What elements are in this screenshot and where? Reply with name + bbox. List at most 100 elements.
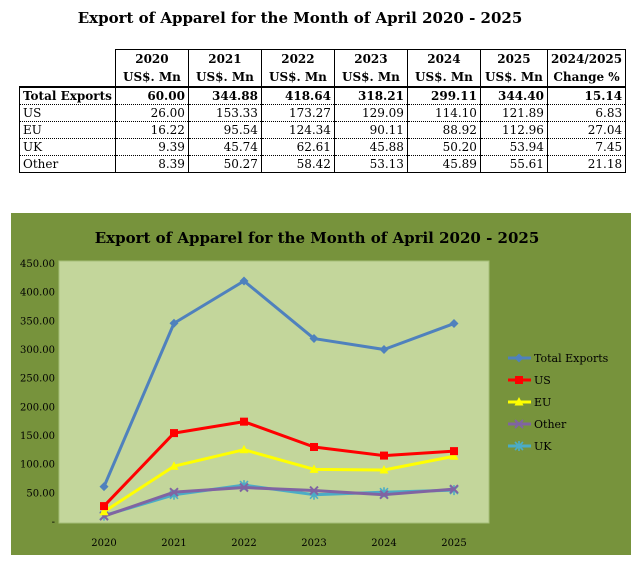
header-year: 2025 bbox=[479, 49, 548, 68]
x-tick-label: 2023 bbox=[301, 538, 326, 549]
table-cell: 418.64 bbox=[260, 87, 335, 105]
header-blank bbox=[19, 68, 116, 88]
series-eu bbox=[99, 444, 459, 516]
data-point bbox=[310, 442, 318, 451]
table-row: UK 9.39 45.74 62.61 45.88 50.20 53.94 7.… bbox=[19, 138, 627, 156]
table-cell: 129.09 bbox=[333, 104, 408, 122]
header-unit: US$. Mn bbox=[479, 68, 548, 88]
data-point bbox=[379, 345, 389, 355]
header-unit: US$. Mn bbox=[187, 68, 262, 88]
row-label: EU bbox=[19, 121, 116, 139]
page-title: Export of Apparel for the Month of April… bbox=[77, 9, 523, 27]
legend-label: Other bbox=[534, 418, 567, 431]
table-cell: 344.40 bbox=[479, 87, 548, 105]
table-cell: 45.88 bbox=[333, 138, 408, 156]
y-tick-label: - bbox=[52, 517, 55, 528]
legend-item: US bbox=[508, 374, 551, 387]
series-other bbox=[99, 482, 459, 521]
series-line bbox=[103, 486, 455, 518]
chart-title: Export of Apparel for the Month of April… bbox=[95, 229, 540, 247]
y-tick-label: 300.00 bbox=[20, 345, 55, 356]
series-line bbox=[103, 448, 455, 513]
table-cell: 6.83 bbox=[546, 104, 627, 122]
header-unit: US$. Mn bbox=[406, 68, 481, 88]
header-unit: Change % bbox=[546, 68, 627, 88]
table-cell: 9.39 bbox=[114, 138, 189, 156]
series-total-exports bbox=[99, 276, 459, 492]
table-cell: 153.33 bbox=[187, 104, 262, 122]
table-cell: 45.74 bbox=[187, 138, 262, 156]
axis-layer: - 50.00 100.00 150.00 200.00 250.00 300.00 350.… bbox=[20, 259, 467, 549]
data-point bbox=[239, 482, 249, 493]
x-tick-label: 2022 bbox=[231, 538, 256, 549]
data-point bbox=[100, 502, 108, 511]
table-cell: 318.21 bbox=[333, 87, 408, 105]
x-tick-label: 2024 bbox=[371, 538, 396, 549]
data-point bbox=[99, 482, 109, 492]
series-line bbox=[102, 420, 455, 508]
table-cell: 114.10 bbox=[406, 104, 481, 122]
table-cell: 7.45 bbox=[546, 138, 627, 156]
table-cell: 27.04 bbox=[546, 121, 627, 139]
series-us bbox=[100, 417, 458, 511]
x-tick-label: 2020 bbox=[91, 538, 116, 549]
data-point bbox=[514, 353, 524, 363]
data-point bbox=[169, 461, 179, 470]
data-point bbox=[449, 319, 459, 329]
data-point bbox=[514, 419, 524, 429]
header-blank bbox=[19, 49, 116, 68]
header-year: 2024 bbox=[406, 49, 481, 68]
table-row: Other 8.39 50.27 58.42 53.13 45.89 55.61… bbox=[19, 155, 627, 173]
data-point bbox=[514, 397, 524, 406]
table-row: US 26.00 153.33 173.27 129.09 114.10 121… bbox=[19, 104, 627, 122]
header-year: 2020 bbox=[114, 49, 189, 68]
table-cell: 62.61 bbox=[260, 138, 335, 156]
table-row: EU 16.22 95.54 124.34 90.11 88.92 112.96… bbox=[19, 121, 627, 139]
table-cell: 121.89 bbox=[479, 104, 548, 122]
row-label: Total Exports bbox=[19, 87, 116, 105]
data-point bbox=[239, 444, 249, 454]
data-point bbox=[309, 485, 319, 496]
data-point bbox=[240, 417, 248, 426]
header-unit: US$. Mn bbox=[333, 68, 408, 88]
legend-item: Other bbox=[508, 418, 567, 431]
x-tick-label: 2021 bbox=[161, 538, 186, 549]
table-cell: 58.42 bbox=[260, 155, 335, 173]
legend-item: EU bbox=[508, 396, 551, 409]
table-cell: 21.18 bbox=[546, 155, 627, 173]
data-point bbox=[514, 441, 524, 451]
table-cell: 60.00 bbox=[114, 87, 189, 105]
table-cell: 173.27 bbox=[260, 104, 335, 122]
chart-legend: Total Exports US EU Other UK bbox=[508, 352, 609, 453]
table-cell: 90.11 bbox=[333, 121, 408, 139]
table-cell: 15.14 bbox=[546, 87, 627, 105]
table-cell: 16.22 bbox=[114, 121, 189, 139]
table-cell: 88.92 bbox=[406, 121, 481, 139]
table-header-units: US$. Mn US$. Mn US$. Mn US$. Mn US$. Mn … bbox=[19, 68, 627, 88]
header-unit: US$. Mn bbox=[114, 68, 189, 88]
table-cell: 50.27 bbox=[187, 155, 262, 173]
legend-label: US bbox=[534, 374, 551, 387]
header-year: 2021 bbox=[187, 49, 262, 68]
data-point bbox=[169, 318, 179, 328]
row-label: US bbox=[19, 104, 116, 122]
legend-item: UK bbox=[508, 440, 552, 453]
series-layer bbox=[99, 276, 459, 521]
y-tick-label: 350.00 bbox=[20, 316, 55, 327]
table-cell: 344.88 bbox=[187, 87, 262, 105]
y-tick-label: 50.00 bbox=[26, 488, 55, 499]
y-tick-label: 100.00 bbox=[20, 460, 55, 471]
data-point bbox=[309, 334, 319, 344]
y-tick-label: 450.00 bbox=[20, 259, 55, 270]
y-tick-label: 150.00 bbox=[20, 431, 55, 442]
table-cell: 124.34 bbox=[260, 121, 335, 139]
data-point bbox=[99, 506, 109, 516]
table-header-years: 2020 2021 2022 2023 2024 2025 2024/2025 bbox=[19, 49, 627, 68]
legend-label: Total Exports bbox=[534, 352, 609, 365]
export-table: 2020 2021 2022 2023 2024 2025 2024/2025 … bbox=[19, 49, 627, 173]
table-cell: 45.89 bbox=[406, 155, 481, 173]
table-cell: 26.00 bbox=[114, 104, 189, 122]
data-point bbox=[309, 464, 319, 473]
legend-label: UK bbox=[534, 440, 552, 453]
y-tick-label: 400.00 bbox=[20, 288, 55, 299]
